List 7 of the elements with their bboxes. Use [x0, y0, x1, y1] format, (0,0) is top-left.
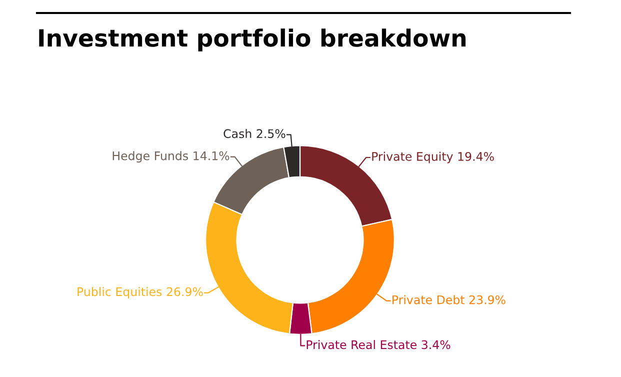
chart-title: Investment portfolio breakdown [39, 28, 466, 52]
slice-label: Cash 2.5% [224, 128, 286, 138]
slice-label: Private Debt 23.9% [392, 295, 506, 304]
slice-label: Hedge Funds 14.1% [112, 151, 230, 163]
slice-label: Public Equities 26.9% [78, 287, 203, 298]
slice-label: Private Equity 19.4% [372, 152, 494, 164]
slice-label: Private Real Estate 3.4% [306, 340, 450, 350]
